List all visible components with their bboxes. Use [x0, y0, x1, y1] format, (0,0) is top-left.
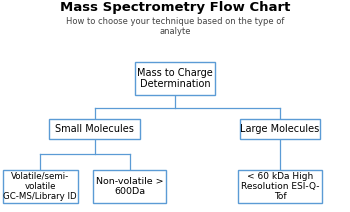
FancyBboxPatch shape [238, 170, 322, 203]
FancyBboxPatch shape [49, 119, 140, 139]
Text: Non-volatile >
600Da: Non-volatile > 600Da [96, 177, 163, 196]
Text: < 60 kDa High
Resolution ESI-Q-
Tof: < 60 kDa High Resolution ESI-Q- Tof [241, 172, 319, 201]
Text: Volatile/semi-
volatile
GC-MS/Library ID: Volatile/semi- volatile GC-MS/Library ID [4, 172, 77, 201]
FancyBboxPatch shape [93, 170, 166, 203]
FancyBboxPatch shape [240, 119, 320, 139]
Text: Mass Spectrometry Flow Chart: Mass Spectrometry Flow Chart [60, 1, 290, 14]
FancyBboxPatch shape [3, 170, 78, 203]
FancyBboxPatch shape [135, 62, 215, 95]
Text: How to choose your technique based on the type of
analyte: How to choose your technique based on th… [66, 17, 284, 36]
Text: Mass to Charge
Determination: Mass to Charge Determination [137, 68, 213, 89]
Text: Small Molecules: Small Molecules [55, 124, 134, 134]
Text: Large Molecules: Large Molecules [240, 124, 320, 134]
